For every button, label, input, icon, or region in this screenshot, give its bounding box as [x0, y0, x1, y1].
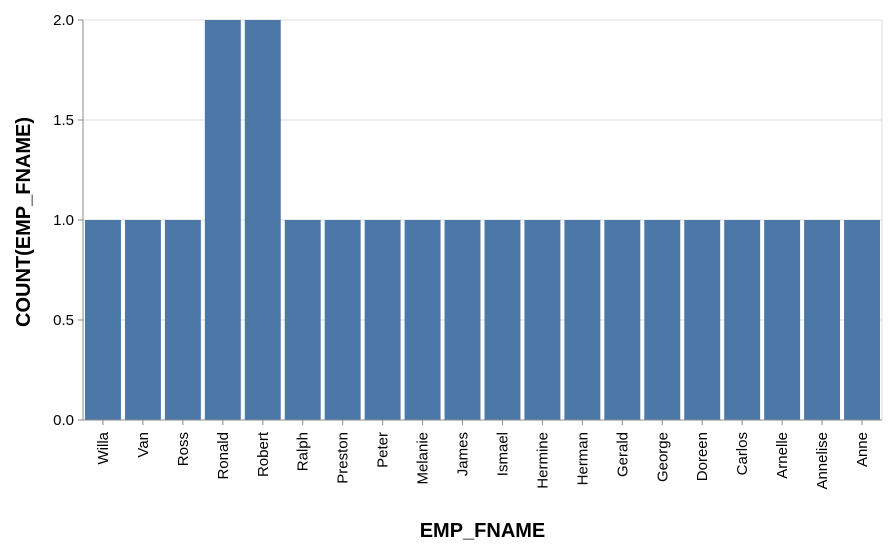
x-tick-label: Van: [135, 432, 152, 458]
bar-annelise: [804, 220, 841, 420]
x-tick-label: Ralph: [295, 432, 312, 471]
x-tick-label: Ismael: [494, 432, 511, 476]
grid-lines: [83, 19, 883, 421]
bar-willa: [85, 220, 121, 420]
bar-melanie: [404, 220, 441, 420]
x-tick-label: Herman: [574, 432, 591, 485]
bar-ronald: [204, 20, 241, 420]
bar-preston: [324, 220, 361, 420]
x-tick-label: Gerald: [614, 432, 631, 477]
x-tick-label: Willa: [95, 431, 112, 464]
bar-james: [444, 220, 481, 420]
x-axis-title: EMP_FNAME: [420, 520, 546, 542]
bar-anne: [844, 220, 880, 420]
bar-george: [644, 220, 681, 420]
x-tick-label: George: [654, 432, 671, 482]
x-tick-label: Anne: [854, 432, 871, 467]
y-tick-label: 1.0: [53, 212, 74, 229]
x-axis-ticks: Willa Van Ross Ronald Robert Ralph Preston Pete…: [95, 420, 871, 490]
bar-hermine: [524, 220, 561, 420]
x-tick-label: Melanie: [415, 432, 432, 485]
bars: [85, 20, 880, 420]
bar-ismael: [484, 220, 521, 420]
x-tick-label: James: [455, 432, 472, 476]
y-tick-label: 0.0: [53, 412, 74, 429]
x-tick-label: Annelise: [814, 432, 831, 490]
bar-doreen: [684, 220, 721, 420]
y-tick-label: 2.0: [53, 12, 74, 29]
bar-herman: [564, 220, 601, 420]
x-tick-label: Peter: [375, 432, 392, 468]
y-axis-ticks: 0.0 0.5 1.0 1.5 2.0: [53, 12, 83, 429]
bar-carlos: [724, 220, 761, 420]
y-tick-label: 1.5: [53, 112, 74, 129]
x-tick-label: Ross: [175, 432, 192, 466]
y-axis-title: COUNT(EMP_FNAME): [13, 117, 35, 327]
bar-ralph: [284, 220, 321, 420]
x-tick-label: Doreen: [694, 432, 711, 481]
bar-arnelle: [764, 220, 801, 420]
bar-robert: [244, 20, 281, 420]
x-tick-label: Hermine: [534, 432, 551, 489]
bar-peter: [364, 220, 401, 420]
x-tick-label: Preston: [335, 432, 352, 484]
x-tick-label: Carlos: [734, 432, 751, 475]
x-tick-label: Ronald: [215, 432, 232, 480]
bar-van: [124, 220, 161, 420]
y-tick-label: 0.5: [53, 312, 74, 329]
bar-gerald: [604, 220, 641, 420]
x-tick-label: Robert: [255, 431, 272, 477]
bar-ross: [164, 220, 201, 420]
x-tick-label: Arnelle: [774, 432, 791, 479]
